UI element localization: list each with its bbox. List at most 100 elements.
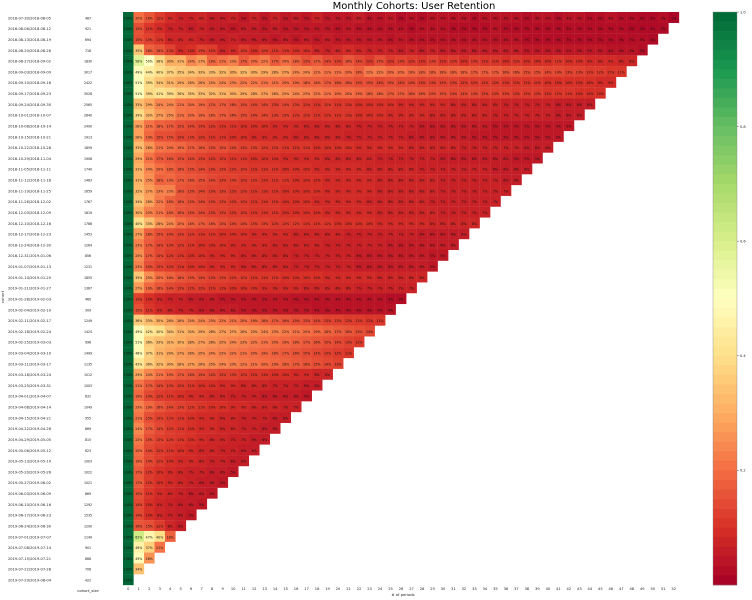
heatmap-cell: [164, 217, 176, 229]
heatmap-cell: [217, 22, 229, 34]
heatmap-cell: [123, 228, 134, 240]
cell-value-label: 6%: [210, 308, 215, 312]
cell-value-label: 10%: [198, 254, 205, 258]
cell-value-label: 10%: [282, 200, 289, 204]
heatmap-cell: [406, 163, 417, 175]
cell-value-label: 18%: [167, 276, 174, 280]
heatmap-cell: [364, 163, 375, 175]
cell-value-label: 7%: [168, 503, 173, 507]
heatmap-cell: [248, 184, 260, 196]
heatmap-cell: [238, 184, 250, 196]
cell-value-label: 29%: [240, 92, 247, 96]
x-tick-label: 26: [399, 587, 404, 591]
heatmap-cell: [490, 152, 501, 164]
heatmap-cell: [332, 217, 344, 229]
heatmap-cell: [248, 271, 260, 283]
heatmap-cell: [206, 217, 218, 229]
heatmap-cell: [154, 163, 166, 175]
cell-value-label: 7%: [451, 168, 456, 172]
heatmap-cell: [301, 368, 312, 380]
heatmap-cell: [227, 433, 239, 445]
cell-value-label: 10%: [314, 189, 321, 193]
x-tick-label: 43: [577, 587, 582, 591]
cohort-size-label: 1463: [84, 179, 92, 183]
heatmap-cell: [269, 130, 281, 142]
cell-value-label: 10%: [345, 146, 352, 150]
cell-value-label: 7%: [409, 49, 414, 53]
cell-value-label: 5%: [514, 124, 519, 128]
heatmap-cell: [290, 303, 302, 315]
cell-value-label: 10%: [240, 233, 247, 237]
cell-value-label: 23%: [272, 330, 279, 334]
heatmap-cell: [217, 368, 229, 380]
colorbar-segment: [713, 231, 737, 242]
heatmap-cell: [301, 87, 312, 99]
cell-value-label: 8%: [377, 276, 382, 280]
heatmap-cell: [133, 541, 145, 553]
cell-value-label: 4%: [357, 308, 362, 312]
heatmap-cell: [322, 76, 333, 88]
heatmap-cell: [406, 98, 417, 110]
heatmap-cell: [395, 271, 407, 283]
heatmap-cell: [259, 206, 271, 218]
heatmap-cell: [133, 184, 145, 196]
heatmap-cell: [133, 509, 145, 521]
heatmap-cell: [301, 174, 312, 186]
cell-value-label: 5%: [535, 157, 540, 161]
colorbar-segment: [713, 222, 737, 232]
cell-value-label: 7%: [451, 211, 456, 215]
cell-value-label: 4%: [336, 297, 341, 301]
cell-value-label: 27%: [198, 341, 205, 345]
cell-value-label: 5%: [535, 124, 540, 128]
heatmap-cell: [364, 184, 375, 196]
heatmap-cell: [322, 87, 333, 99]
heatmap-cell: [332, 239, 344, 250]
cell-value-label: 13%: [209, 200, 216, 204]
cell-value-label: 21%: [146, 124, 153, 128]
cell-value-label: 20%: [135, 449, 142, 453]
x-tick-label: 46: [609, 587, 614, 591]
heatmap-cell: [259, 303, 271, 315]
heatmap-cell: [343, 206, 354, 218]
heatmap-cell: [280, 98, 291, 110]
cell-value-label: 6%: [503, 179, 508, 183]
heatmap-cell: [311, 282, 323, 294]
heatmap-cell: [416, 228, 428, 240]
cell-value-label: 11%: [261, 373, 268, 377]
cell-value-label: 7%: [325, 254, 330, 258]
cell-value-label: 23%: [219, 352, 226, 356]
cell-value-label: 18%: [272, 352, 279, 356]
cell-value-label: 9%: [262, 233, 267, 237]
heatmap-cell: [364, 98, 375, 110]
cell-value-label: 30%: [156, 319, 163, 323]
cohort-size-cell: [78, 228, 98, 240]
heatmap-cell: [343, 260, 354, 272]
heatmap-cell: [248, 325, 260, 337]
cell-value-label: 9%: [210, 254, 215, 258]
heatmap-cell: [196, 22, 208, 34]
heatmap-cell: [196, 357, 208, 369]
cell-value-label: 4%: [367, 27, 372, 31]
heatmap-cell: [364, 217, 375, 229]
heatmap-cell: [322, 368, 333, 380]
heatmap-cell: [374, 130, 386, 142]
cell-value-label: 8%: [325, 135, 330, 139]
heatmap-cell: [301, 184, 312, 196]
heatmap-cell: [322, 152, 333, 164]
heatmap-cell: [574, 33, 585, 45]
cell-value-label: 22%: [219, 319, 226, 323]
heatmap-cell: [437, 12, 449, 23]
heatmap-cell: [133, 314, 145, 326]
cell-value-label: 44%: [146, 70, 153, 74]
cell-value-label: 13%: [576, 70, 583, 74]
cell-value-label: 11%: [303, 146, 310, 150]
heatmap-cell: [269, 412, 281, 423]
colorbar-segment: [713, 136, 737, 146]
cell-value-label: 10%: [544, 60, 551, 64]
cell-value-label: 32%: [209, 92, 216, 96]
cell-value-label: 10%: [534, 60, 541, 64]
cell-value-label: 20%: [345, 92, 352, 96]
heatmap-cell: [500, 130, 512, 142]
heatmap-cell: [364, 260, 375, 272]
heatmap-cell: [479, 98, 491, 110]
